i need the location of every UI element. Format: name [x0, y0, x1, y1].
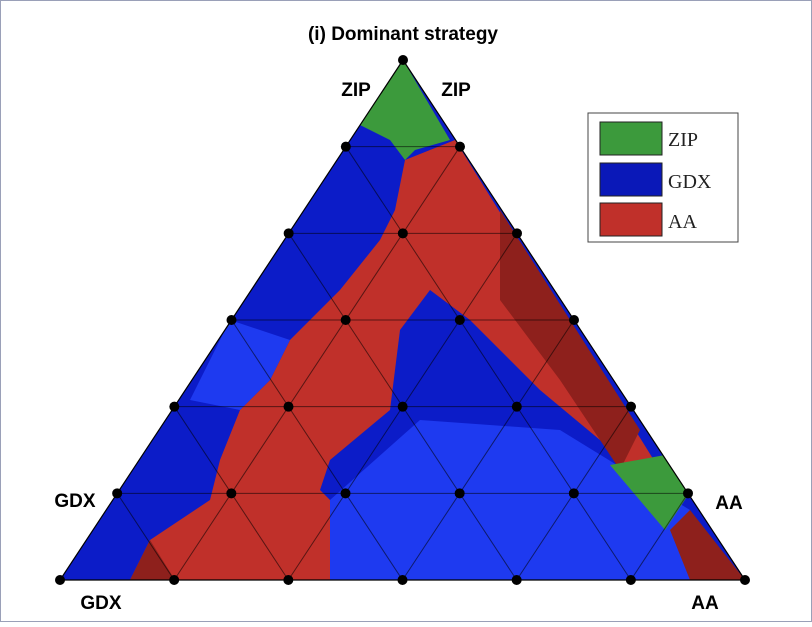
grid-vertex-dot [625, 575, 636, 585]
legend: ZIP GDX AA [587, 112, 739, 243]
grid-vertex-dot [340, 488, 351, 499]
grid-vertex-dot [397, 228, 408, 239]
label-zip-top-right: ZIP [441, 80, 471, 101]
grid-vertex-dot [169, 401, 180, 412]
grid-vertex-dot [283, 228, 294, 239]
gdx-region-light [330, 420, 690, 580]
grid-line [173, 146, 461, 581]
grid-vertex-dot [511, 401, 522, 412]
grid-vertex-dot [683, 488, 693, 499]
legend-label-aa: AA [668, 211, 697, 233]
grid-vertex-dot [626, 401, 636, 412]
grid-vertex-dot [55, 575, 65, 585]
grid-vertex-dot [454, 488, 465, 499]
legend-swatch-gdx [599, 162, 663, 197]
grid-vertex-dot [283, 401, 294, 412]
legend-swatch-aa [599, 202, 663, 237]
zip-region-top [360, 60, 450, 160]
zip-region-right [610, 455, 690, 530]
legend-label-gdx: GDX [668, 171, 712, 193]
grid-vertex-dot [340, 141, 351, 152]
grid-vertex-dot [169, 575, 180, 585]
label-zip-top-left: ZIP [341, 80, 371, 101]
label-gdx-left-upper: GDX [54, 491, 96, 512]
grid-vertex-dot [112, 488, 123, 499]
grid-line [231, 319, 403, 581]
grid-vertex-dot [740, 575, 750, 585]
grid-line [402, 319, 575, 581]
grid-line [345, 146, 632, 581]
grid-line [116, 493, 175, 581]
grid-vertex-dot [283, 575, 294, 585]
label-gdx-left-lower: GDX [80, 593, 122, 614]
grid-vertex-dot [568, 488, 579, 499]
grid-vertex-dot [511, 575, 522, 585]
grid-vertex-dot [569, 315, 579, 325]
grid-vertex-dot [397, 575, 408, 585]
legend-swatch-zip [599, 121, 663, 156]
grid-vertex-dot [454, 315, 465, 325]
aa-region-main [130, 140, 660, 580]
grid-vertex-dot [397, 401, 408, 412]
diagram-title: (i) Dominant strategy [308, 24, 498, 45]
aa-region-corner [670, 510, 745, 580]
grid-vertex-dot [455, 141, 465, 152]
grid-line [630, 493, 689, 581]
grid-vertex-dot [226, 488, 237, 499]
label-aa-right-upper: AA [715, 493, 743, 514]
aa-region-dark-edge [500, 210, 640, 470]
grid-vertex-dot [340, 315, 351, 325]
grid-vertex-dot [226, 315, 237, 325]
legend-label-zip: ZIP [668, 129, 698, 151]
gdx-region-pocket [190, 320, 290, 410]
grid-vertices [55, 55, 750, 585]
aa-region-left-sliver [130, 540, 175, 580]
label-aa-right-lower: AA [691, 593, 719, 614]
grid-vertex-dot [512, 228, 522, 239]
grid-vertex-dot [398, 55, 408, 65]
